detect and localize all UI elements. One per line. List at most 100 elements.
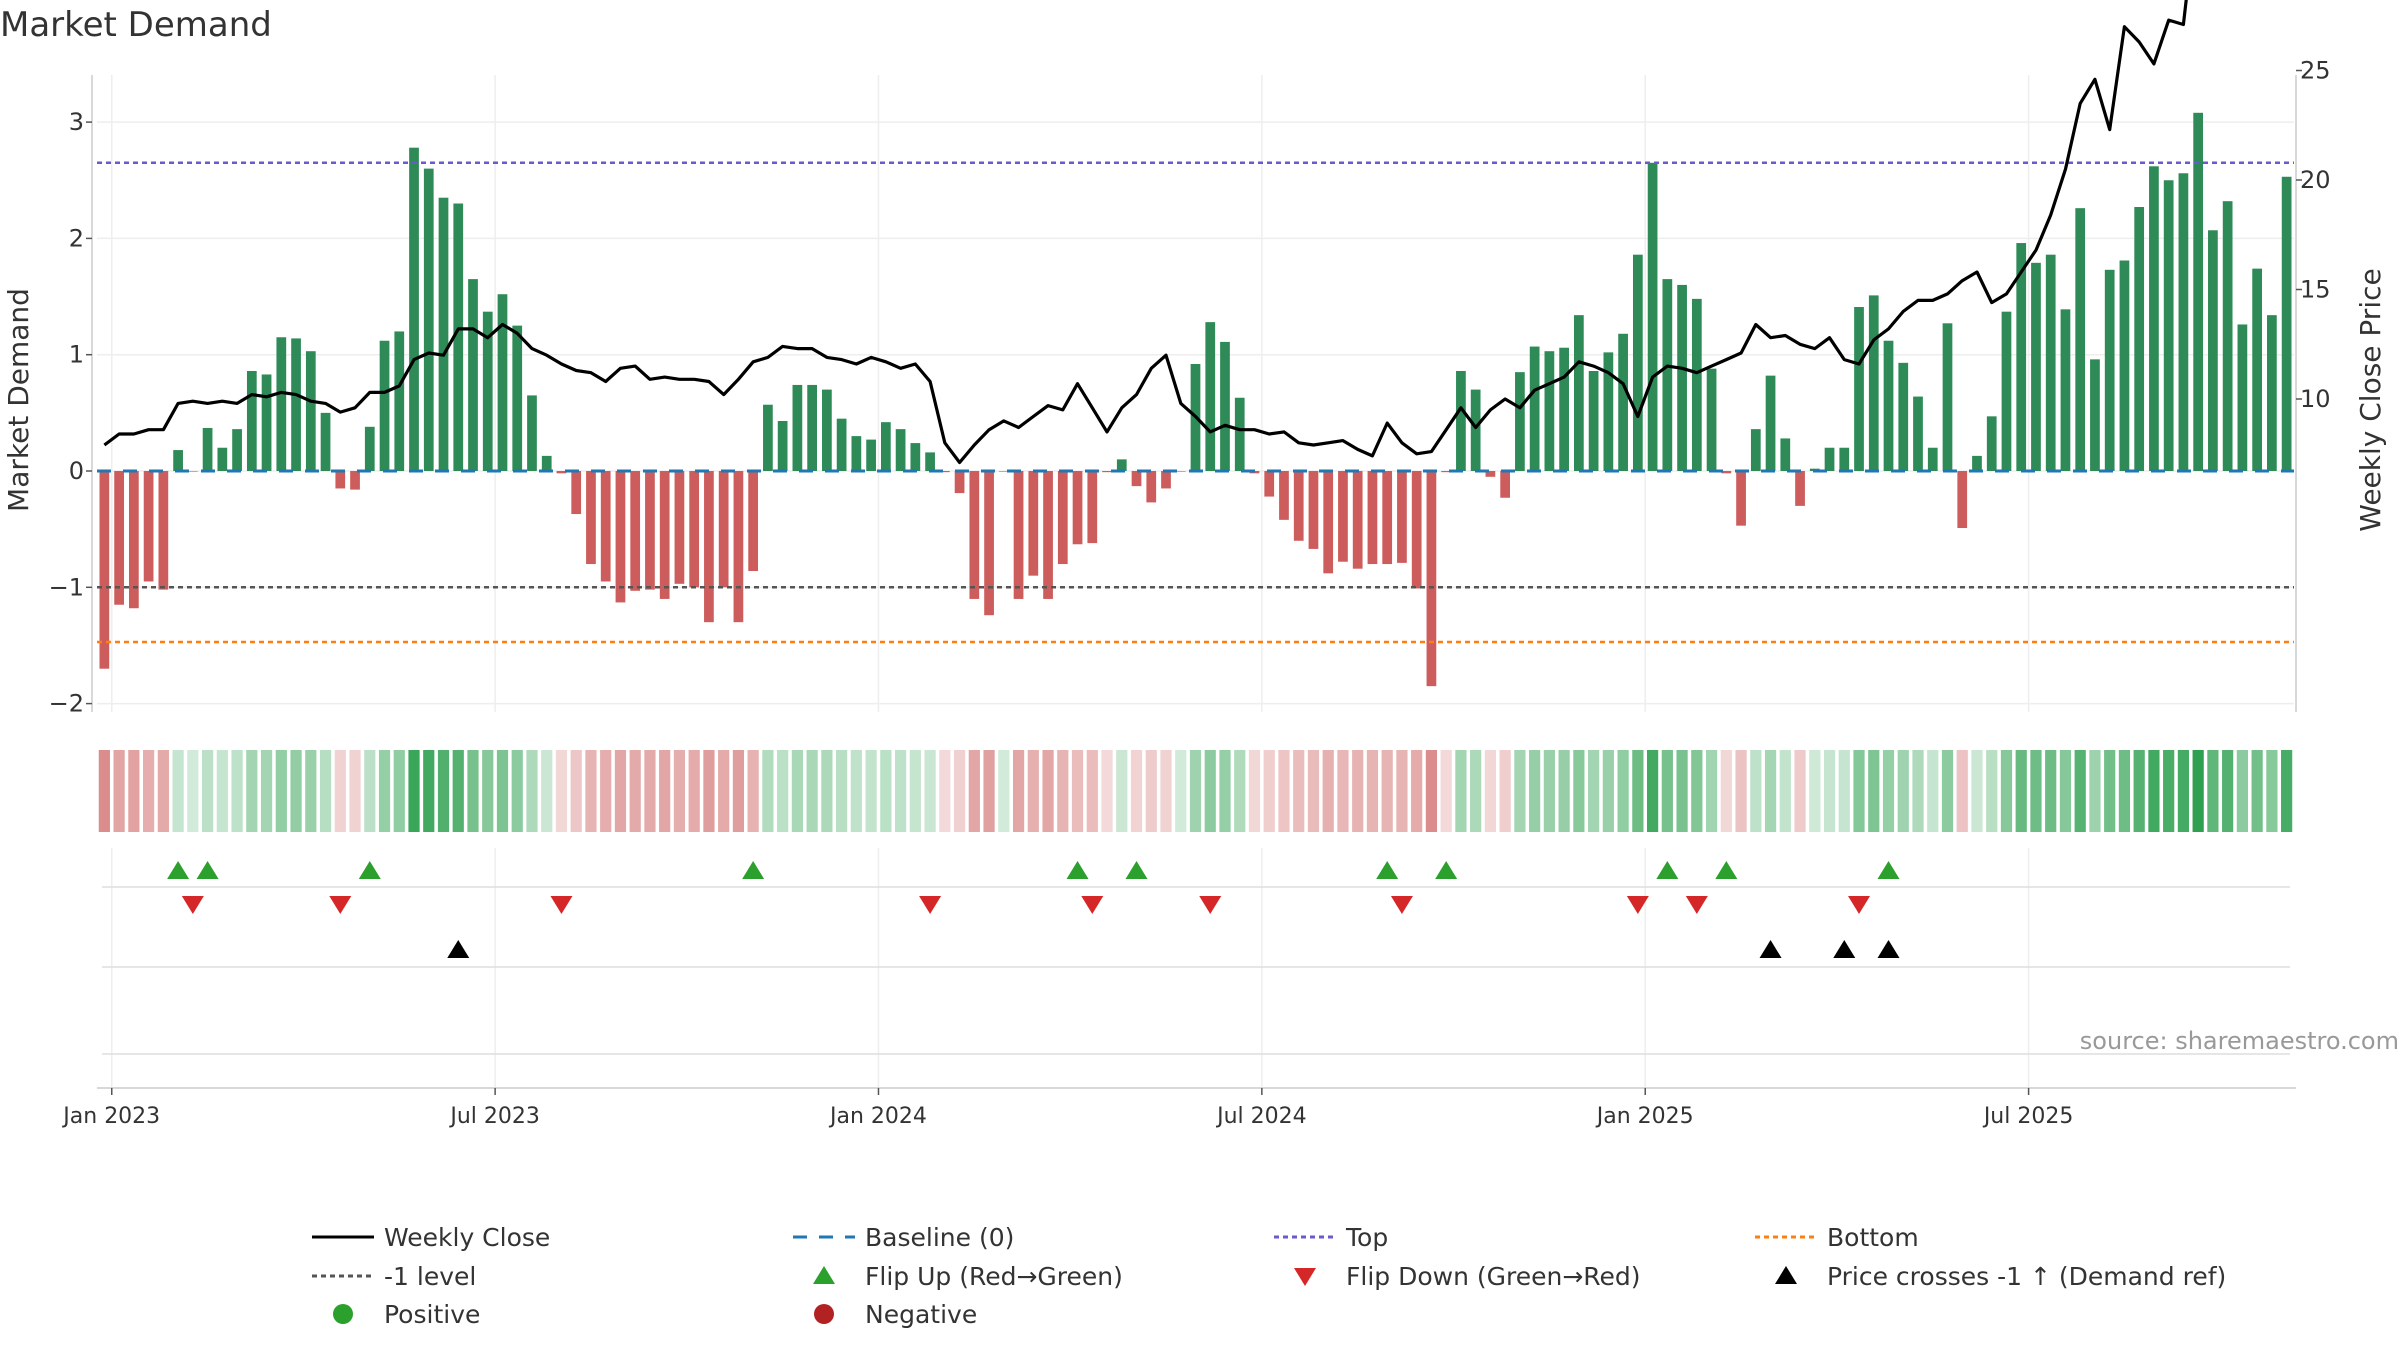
strip-cell-negative [1337, 750, 1349, 832]
flip-down-marker [329, 896, 352, 914]
demand-bar-negative [1426, 471, 1437, 687]
demand-bar-negative [1293, 471, 1304, 541]
demand-bar-negative [586, 471, 596, 565]
demand-bar-positive [2149, 166, 2159, 471]
strip-cell-positive [1941, 750, 1954, 832]
strip-cell-positive [924, 750, 936, 832]
demand-bar-positive [1868, 295, 1879, 471]
strip-cell-positive [2089, 750, 2101, 832]
demand-bar-negative [99, 471, 110, 669]
strip-cell-positive [2236, 750, 2248, 832]
y-tick-label: 0 [69, 457, 84, 485]
demand-bar-negative [1397, 471, 1407, 563]
demand-bar-negative [1102, 471, 1112, 473]
demand-bar-positive [1618, 333, 1628, 471]
strip-cell-negative [644, 750, 656, 832]
demand-bar-negative [733, 471, 744, 623]
flip-up-marker [1376, 861, 1399, 879]
demand-bar-positive [1632, 254, 1643, 471]
strip-cell-negative [1042, 750, 1054, 832]
strip-cell-negative [688, 750, 700, 832]
strip-cell-negative [629, 750, 641, 832]
strip-cell-positive [1912, 750, 1924, 832]
demand-bar-negative [1352, 471, 1363, 569]
strip-cell-positive [187, 750, 199, 832]
strip-cell-positive [172, 750, 184, 832]
strip-cell-negative [1322, 750, 1334, 832]
demand-bar-positive [1603, 352, 1614, 471]
demand-bar-positive [2281, 176, 2292, 472]
demand-bar-positive [2208, 230, 2218, 471]
strip-cell-positive [1617, 750, 1629, 832]
demand-bar-positive [1765, 375, 1776, 471]
flip-down-marker [1626, 896, 1649, 914]
strip-cell-positive [2177, 750, 2190, 832]
strip-cell-negative [1307, 750, 1320, 832]
demand-bar-positive [998, 471, 1009, 472]
demand-bar-negative [114, 471, 124, 605]
strip-cell-positive [821, 750, 833, 832]
y2-tick-label: 20 [2300, 166, 2331, 194]
strip-cell-positive [2045, 750, 2057, 832]
strip-cell-negative [555, 750, 568, 832]
x-tick-label: Jul 2025 [1982, 1104, 2074, 1129]
demand-bar-negative [939, 471, 950, 473]
demand-bar-positive [2237, 324, 2248, 471]
demand-bar-negative [1736, 471, 1746, 526]
strip-cell-positive [1661, 750, 1673, 832]
strip-cell-negative [128, 750, 140, 832]
strip-cell-positive [1971, 750, 1983, 832]
demand-bar-positive [1116, 459, 1127, 471]
demand-bar-positive [1927, 447, 1938, 471]
demand-bar-negative [659, 471, 670, 599]
strip-cell-negative [1720, 750, 1732, 832]
strip-cell-positive [2059, 750, 2072, 832]
y2-tick-label: 25 [2300, 57, 2331, 85]
demand-bar-positive [777, 420, 788, 471]
strip-cell-positive [526, 750, 538, 832]
weekly-close-line [103, 0, 2188, 465]
demand-bar-positive [836, 418, 847, 471]
demand-bar-positive [541, 455, 552, 471]
strip-cell-positive [482, 750, 494, 832]
demand-bar-positive [2060, 309, 2071, 471]
demand-bar-negative [1441, 471, 1452, 473]
strip-cell-positive [1646, 750, 1659, 832]
demand-bar-negative [556, 471, 567, 474]
strip-cell-positive [2074, 750, 2086, 832]
demand-bar-negative [143, 471, 154, 582]
strip-cell-positive [909, 750, 921, 832]
demand-bar-positive [291, 338, 301, 471]
demand-bar-negative [1057, 471, 1068, 565]
demand-bar-negative [689, 471, 700, 588]
strip-cell-negative [349, 750, 361, 832]
strip-cell-positive [1234, 750, 1246, 832]
demand-bar-negative [969, 471, 980, 599]
strip-cell-positive [806, 750, 818, 832]
demand-bar-positive [1529, 346, 1540, 471]
demand-bar-positive [1854, 307, 1864, 471]
demand-bar-negative [1721, 471, 1732, 474]
demand-bar-positive [1205, 322, 1216, 471]
strip-cell-negative [732, 750, 745, 832]
strip-cell-positive [1602, 750, 1614, 832]
y2-tick-label: 10 [2300, 385, 2331, 413]
strip-cell-positive [201, 750, 214, 832]
flip-down-marker [1199, 896, 1222, 914]
strip-cell-positive [393, 750, 405, 832]
y-tick-label: 2 [69, 224, 84, 252]
strip-cell-positive [1705, 750, 1718, 832]
strip-cell-positive [880, 750, 892, 832]
strip-cell-positive [467, 750, 479, 832]
legend-label: Bottom [1827, 1223, 1919, 1252]
demand-bar-negative [1338, 471, 1348, 562]
y-axis-label: Market Demand [2, 288, 35, 512]
demand-bar-negative [674, 471, 685, 584]
strip-cell-negative [1411, 750, 1423, 832]
demand-bar-positive [2075, 208, 2086, 472]
strip-cell-negative [1956, 750, 1968, 832]
demand-bar-negative [1146, 471, 1157, 503]
strip-cell-positive [290, 750, 302, 832]
strip-cell-negative [585, 750, 597, 832]
strip-cell-negative [1381, 750, 1393, 832]
